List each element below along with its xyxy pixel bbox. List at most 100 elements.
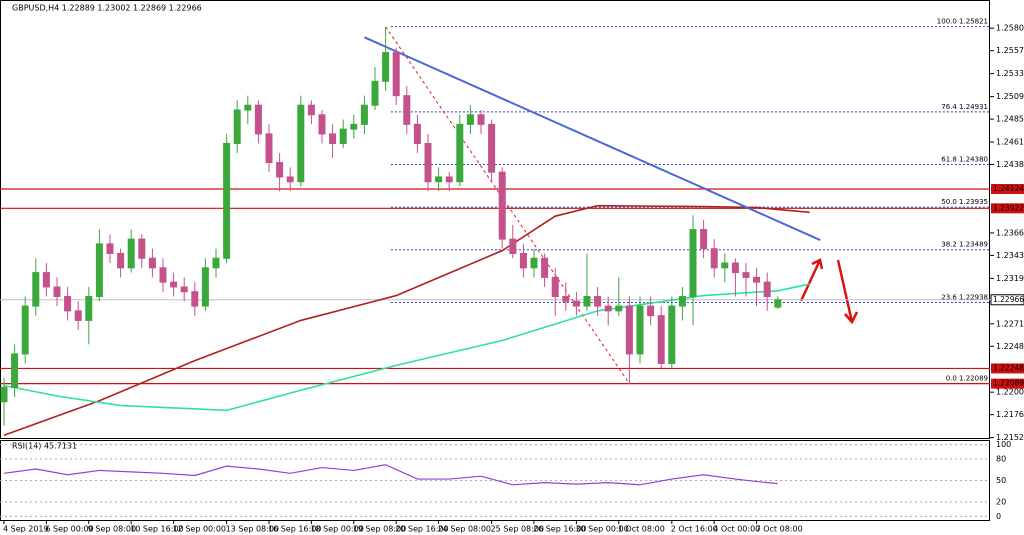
y-tick-label: 1.23665	[996, 228, 1024, 237]
x-tick-label: 4 Sep 2019	[3, 525, 49, 534]
candle-body	[625, 305, 633, 355]
candle-body	[392, 52, 400, 97]
y-tick-label: 1.21525	[996, 433, 1024, 442]
candle-body	[615, 305, 623, 312]
level-box	[991, 203, 1024, 214]
y-tick-label: 20	[996, 498, 1006, 507]
candle-body	[710, 248, 718, 269]
candle-body	[509, 238, 517, 254]
candle-body	[435, 176, 443, 183]
candle-body	[583, 296, 591, 307]
candle-body	[657, 315, 665, 364]
candle-body	[159, 267, 167, 283]
candle-body	[95, 243, 103, 298]
candle-body	[117, 252, 125, 269]
candle-body	[170, 281, 178, 288]
indicator-line	[3, 283, 810, 412]
candle-body	[127, 238, 135, 269]
candle-body	[530, 257, 538, 269]
y-tick-label: 0	[996, 512, 1001, 521]
x-tick-label: 6 Sep 00:00	[45, 525, 93, 534]
y-tick-label: 1.25090	[996, 92, 1024, 101]
level-label: 1.22248	[993, 363, 1024, 372]
candle-body	[64, 296, 72, 312]
x-tick-label: 7 Oct 08:00	[756, 525, 803, 534]
y-tick-label: 80	[996, 454, 1006, 463]
candle-body	[551, 276, 559, 298]
candle-body	[742, 272, 750, 278]
candle-body	[466, 114, 474, 125]
indicator-line	[363, 36, 821, 242]
fib-label: 100.0 1.25821	[937, 18, 988, 26]
y-tick-label: 1.22480	[996, 342, 1024, 351]
x-tick-label: 13 Sep 08:00	[226, 525, 279, 534]
candle-body	[265, 133, 273, 164]
candle-body	[85, 296, 93, 321]
x-tick-label: 10 Sep 16:00	[130, 525, 183, 534]
rsi-line	[3, 464, 778, 486]
x-tick-label: 20 Sep 16:00	[395, 525, 448, 534]
y-tick-label: 50	[996, 476, 1006, 485]
candle-body	[519, 252, 527, 269]
candle-body	[223, 142, 231, 259]
x-tick-label: 18 Sep 00:00	[310, 525, 363, 534]
candle-body	[360, 104, 368, 125]
candle-body	[74, 310, 82, 321]
candle-body	[647, 305, 655, 317]
rsi-title: RSI(14) 45.7131	[12, 442, 77, 451]
y-tick-label: 1.24615	[996, 138, 1024, 147]
candle-body	[700, 229, 708, 250]
fib-label: 0.0 1.22089	[946, 375, 988, 383]
candle-body	[233, 109, 241, 144]
candle-body	[572, 300, 580, 307]
fib-label: 61.8 1.24380	[941, 156, 988, 164]
candle-body	[604, 305, 612, 312]
level-label: 1.22089	[993, 379, 1024, 388]
fib-label: 50.0 1.23935	[941, 198, 988, 206]
candle-body	[498, 171, 506, 240]
last-price-box	[990, 294, 1024, 306]
candle-body	[668, 305, 676, 364]
candle-body	[21, 305, 29, 355]
x-tick-label: 9 Sep 08:00	[88, 525, 136, 534]
candle-body	[0, 386, 8, 403]
x-tick-label: 16 Sep 16:00	[268, 525, 321, 534]
y-tick-label: 1.22715	[996, 319, 1024, 328]
fib-diagonal	[385, 26, 630, 384]
candle-body	[763, 281, 771, 298]
candle-body	[106, 243, 114, 254]
y-tick-label: 1.25805	[996, 24, 1024, 33]
candle-body	[42, 272, 50, 288]
y-tick-label: 100	[996, 440, 1011, 449]
candle-body	[32, 272, 40, 307]
candle-body	[636, 305, 644, 355]
x-tick-label: 19 Sep 08:00	[353, 525, 406, 534]
fib-label: 38.2 1.23489	[941, 241, 988, 249]
price-panel	[0, 0, 990, 439]
candle-body	[413, 123, 421, 144]
chart-title: GBPUSD,H4 1.22889 1.23002 1.22869 1.2296…	[12, 4, 202, 13]
candle-body	[276, 162, 284, 178]
candle-body	[11, 353, 19, 388]
indicator-line	[3, 204, 810, 436]
candle-body	[456, 123, 464, 183]
x-tick-label: 26 Sep 16:00	[533, 525, 586, 534]
candle-body	[678, 296, 686, 307]
candle-body	[339, 128, 347, 144]
candle-body	[53, 286, 61, 298]
candle-body	[318, 114, 326, 135]
y-tick-label: 1.22000	[996, 388, 1024, 397]
x-tick-label: 1 Oct 08:00	[618, 525, 665, 534]
candle-body	[254, 104, 262, 135]
level-box	[991, 363, 1024, 374]
candle-body	[488, 123, 496, 173]
candle-body	[212, 257, 220, 269]
y-tick-label: 1.23430	[996, 251, 1024, 260]
candle-body	[541, 257, 549, 278]
candle-body	[445, 176, 453, 183]
candle-body	[424, 142, 432, 183]
arrow-down	[836, 259, 859, 325]
y-tick-label: 1.25330	[996, 69, 1024, 78]
level-label: 1.24124	[993, 184, 1024, 193]
candle-body	[180, 286, 188, 293]
